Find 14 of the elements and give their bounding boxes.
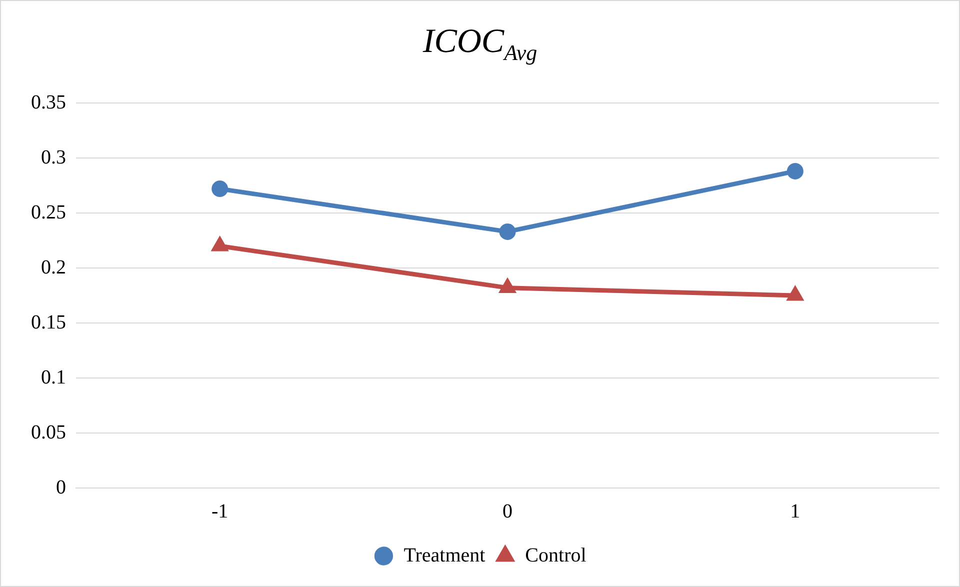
y-tick-label: 0.15	[31, 311, 66, 334]
y-tick-label: 0.1	[41, 366, 66, 388]
y-tick-label: 0	[56, 476, 66, 498]
legend-label: Treatment	[404, 544, 486, 566]
x-tick-label: -1	[211, 500, 228, 522]
x-tick-label: 1	[790, 500, 800, 522]
y-tick-label: 0.05	[31, 421, 66, 444]
x-tick-label: 0	[502, 500, 512, 522]
y-tick-label: 0.35	[31, 91, 66, 114]
chart-title: ICOC$_{Avg}$	[422, 23, 538, 66]
y-tick-label: 0.2	[41, 256, 66, 278]
y-tick-label: 0.25	[31, 201, 66, 224]
y-tick-label: 0.3	[41, 146, 66, 168]
legend-label: Control	[525, 544, 587, 566]
